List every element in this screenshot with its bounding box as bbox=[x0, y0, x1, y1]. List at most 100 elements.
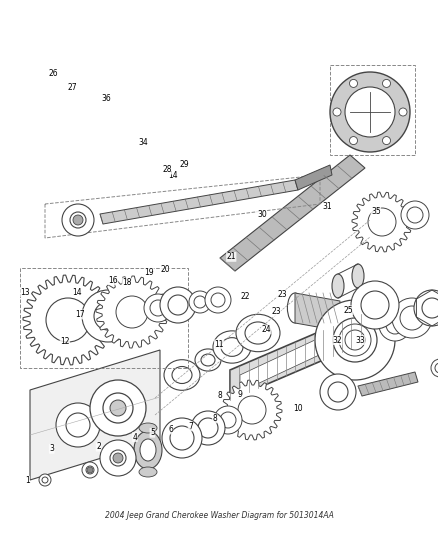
Circle shape bbox=[220, 412, 236, 428]
Circle shape bbox=[350, 79, 357, 87]
Circle shape bbox=[333, 108, 341, 116]
Circle shape bbox=[214, 406, 242, 434]
Polygon shape bbox=[352, 192, 412, 252]
Circle shape bbox=[162, 418, 202, 458]
Text: 35: 35 bbox=[371, 207, 381, 215]
Polygon shape bbox=[96, 276, 168, 348]
Circle shape bbox=[407, 207, 423, 223]
Circle shape bbox=[368, 208, 396, 236]
Text: 5: 5 bbox=[150, 429, 155, 437]
Ellipse shape bbox=[287, 293, 303, 323]
Circle shape bbox=[110, 450, 126, 466]
Text: 26: 26 bbox=[49, 69, 58, 78]
Text: 14: 14 bbox=[168, 172, 178, 180]
Polygon shape bbox=[222, 380, 282, 440]
Text: 13: 13 bbox=[21, 288, 30, 296]
Circle shape bbox=[328, 382, 348, 402]
Circle shape bbox=[87, 467, 93, 473]
Circle shape bbox=[205, 287, 231, 313]
Circle shape bbox=[39, 474, 51, 486]
Polygon shape bbox=[295, 165, 332, 190]
Ellipse shape bbox=[140, 439, 156, 461]
Circle shape bbox=[150, 300, 166, 316]
Text: 4: 4 bbox=[132, 433, 138, 441]
Circle shape bbox=[382, 136, 391, 144]
Text: 31: 31 bbox=[323, 203, 332, 211]
Circle shape bbox=[238, 396, 266, 424]
Circle shape bbox=[361, 291, 389, 319]
Text: 28: 28 bbox=[162, 165, 172, 174]
Circle shape bbox=[56, 403, 100, 447]
Circle shape bbox=[191, 411, 225, 445]
Circle shape bbox=[160, 287, 196, 323]
Text: 2004 Jeep Grand Cherokee Washer Diagram for 5013014AA: 2004 Jeep Grand Cherokee Washer Diagram … bbox=[105, 511, 333, 520]
Circle shape bbox=[198, 418, 218, 438]
Text: 17: 17 bbox=[75, 310, 85, 319]
Circle shape bbox=[94, 302, 122, 330]
Circle shape bbox=[116, 296, 148, 328]
Circle shape bbox=[351, 281, 399, 329]
Text: 19: 19 bbox=[144, 269, 154, 277]
Text: 32: 32 bbox=[332, 336, 342, 344]
Text: 36: 36 bbox=[101, 94, 111, 103]
Polygon shape bbox=[230, 310, 370, 400]
Circle shape bbox=[194, 296, 206, 308]
Text: 23: 23 bbox=[271, 308, 281, 316]
Ellipse shape bbox=[139, 467, 157, 477]
Circle shape bbox=[211, 293, 225, 307]
Circle shape bbox=[330, 72, 410, 152]
Circle shape bbox=[66, 413, 90, 437]
Circle shape bbox=[144, 294, 172, 322]
Text: 34: 34 bbox=[139, 139, 148, 147]
Circle shape bbox=[345, 87, 395, 137]
Circle shape bbox=[100, 440, 136, 476]
Ellipse shape bbox=[172, 367, 192, 384]
Ellipse shape bbox=[245, 322, 271, 344]
Text: 2: 2 bbox=[96, 442, 101, 451]
Ellipse shape bbox=[236, 314, 280, 352]
Polygon shape bbox=[295, 293, 340, 331]
Ellipse shape bbox=[201, 354, 215, 366]
Circle shape bbox=[189, 291, 211, 313]
Circle shape bbox=[168, 295, 188, 315]
Circle shape bbox=[345, 330, 365, 350]
Circle shape bbox=[435, 363, 438, 373]
Text: 29: 29 bbox=[179, 160, 189, 168]
Circle shape bbox=[42, 477, 48, 483]
Circle shape bbox=[399, 108, 407, 116]
Text: 33: 33 bbox=[355, 336, 365, 344]
Circle shape bbox=[62, 204, 94, 236]
Text: 18: 18 bbox=[122, 278, 132, 287]
Circle shape bbox=[86, 466, 94, 474]
Circle shape bbox=[320, 374, 356, 410]
Ellipse shape bbox=[213, 331, 251, 363]
Ellipse shape bbox=[352, 264, 364, 288]
Circle shape bbox=[103, 393, 133, 423]
Circle shape bbox=[315, 300, 395, 380]
Circle shape bbox=[431, 359, 438, 377]
Text: 9: 9 bbox=[237, 390, 243, 399]
Polygon shape bbox=[30, 350, 160, 480]
Text: 3: 3 bbox=[49, 445, 54, 453]
Circle shape bbox=[422, 298, 438, 318]
Text: 25: 25 bbox=[343, 306, 353, 314]
Circle shape bbox=[379, 309, 411, 341]
Ellipse shape bbox=[164, 360, 200, 390]
Circle shape bbox=[382, 79, 391, 87]
Text: 22: 22 bbox=[240, 292, 250, 301]
Text: 23: 23 bbox=[277, 290, 287, 298]
Text: 16: 16 bbox=[108, 276, 118, 285]
Circle shape bbox=[339, 324, 371, 356]
Circle shape bbox=[46, 298, 90, 342]
Circle shape bbox=[110, 400, 126, 416]
Circle shape bbox=[70, 212, 86, 228]
Circle shape bbox=[113, 453, 123, 463]
Text: 1: 1 bbox=[25, 477, 29, 485]
Text: 8: 8 bbox=[212, 414, 217, 423]
Circle shape bbox=[82, 462, 98, 478]
Circle shape bbox=[350, 136, 357, 144]
Text: 6: 6 bbox=[168, 425, 173, 434]
Text: 30: 30 bbox=[257, 210, 267, 219]
Text: 21: 21 bbox=[226, 253, 236, 261]
Circle shape bbox=[401, 201, 429, 229]
